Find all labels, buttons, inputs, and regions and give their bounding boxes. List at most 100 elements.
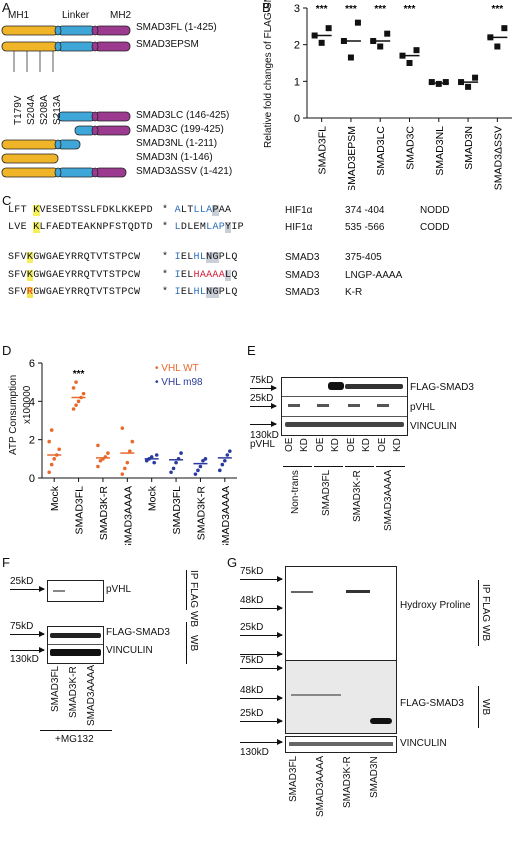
data-point — [71, 407, 76, 411]
domain-segment — [57, 111, 96, 122]
sequence-prefix: LVE — [8, 222, 34, 233]
y-tick-label: 3 — [294, 3, 300, 15]
lane-label: KD — [330, 438, 341, 452]
motif-segment: IP — [231, 222, 244, 233]
construct-label-lc: SMAD3LC (146-425) — [136, 110, 230, 121]
y-tick-label: 6 — [29, 358, 35, 370]
data-point — [201, 458, 205, 463]
data-point — [47, 439, 51, 444]
motif-segment: DLEM — [180, 222, 207, 233]
domain-segment — [94, 125, 131, 136]
motif-segment: HL — [193, 252, 207, 263]
data-point — [171, 466, 176, 471]
arrow — [240, 718, 283, 724]
domain-junction — [91, 25, 99, 36]
domain-junction — [91, 111, 99, 122]
sequence-prefix: SFV — [8, 270, 27, 281]
x-tick-label: SMAD3FL — [74, 486, 86, 535]
highlighted-residue: R — [26, 287, 34, 298]
data-point — [125, 460, 130, 465]
marker-25kd: 25kD — [240, 708, 264, 719]
ip-flag-wb-label: IP FLAG WB — [188, 570, 199, 628]
data-point — [169, 470, 173, 475]
marker-48kd: 48kD — [240, 685, 264, 696]
domain-segment — [1, 25, 59, 36]
x-tick-label: SMAD3K-R — [195, 486, 207, 541]
mutation-s204a: S204A — [26, 94, 37, 125]
data-point — [193, 472, 198, 476]
lane-label: OE — [377, 438, 388, 453]
data-point — [472, 74, 479, 81]
lane-label: OE — [346, 438, 357, 453]
panel-label-e: E — [247, 343, 256, 358]
sequence-body: VESEDTSSLFDKLKKEPD — [39, 205, 153, 216]
significance-label: *** — [404, 4, 416, 15]
significance-label: *** — [345, 4, 357, 15]
band-pvhl — [377, 404, 389, 407]
significance-label: *** — [492, 4, 504, 15]
y-tick-label: 4 — [29, 396, 35, 408]
significance-label: *** — [374, 4, 386, 15]
domain-label-linker: Linker — [62, 10, 90, 21]
motif-segment: Y — [225, 222, 232, 233]
data-point — [123, 466, 127, 471]
motif-segment: LLA — [193, 205, 213, 216]
domain-label-mh2: MH2 — [110, 10, 132, 21]
panel-d-yunit: x100000 — [22, 385, 33, 425]
band-vinculin — [289, 742, 393, 746]
sequence-row: LFT KVESEDTSSLFDKLKKEPD — [8, 205, 153, 216]
arrow — [10, 647, 45, 653]
y-tick-label: 2 — [29, 435, 35, 447]
star-marker: * — [162, 270, 175, 281]
domain-segment — [57, 167, 96, 178]
domain-junction — [54, 167, 62, 178]
sequence-prefix: SFV — [8, 252, 27, 263]
motif-segment: I — [174, 252, 181, 263]
data-point — [149, 455, 154, 459]
domain-segment — [94, 41, 131, 52]
residue-range: 535 -566 — [345, 222, 385, 233]
panel-b-ylabel: Relative fold changes of FLAG-SMAD3 in K… — [263, 0, 274, 148]
x-tick-label: SMAD3NL — [434, 126, 446, 176]
sequence-row: SFVRGWGAEYRRQTVTSTPCW — [8, 287, 140, 298]
motif-segment: HAAAA — [193, 270, 226, 281]
blot-g-wb — [285, 660, 397, 734]
motif-segment: EL — [180, 252, 194, 263]
arrow — [240, 632, 283, 638]
blot-f-ip — [47, 580, 104, 602]
wb-label: WB — [480, 698, 491, 716]
domain-segment — [1, 153, 59, 164]
data-point — [494, 43, 501, 50]
group-label: SMAD3K-R — [352, 470, 363, 522]
motif: * IELHLNGPLQ — [162, 287, 238, 298]
marker-130kd: 130kD — [250, 430, 279, 441]
arrow — [250, 421, 277, 427]
domain-name: CODD — [420, 222, 450, 233]
lane-label: SMAD3K-R — [68, 666, 79, 718]
x-tick-label: SMAD3AAAA — [220, 486, 232, 545]
marker-48kd: 48kD — [240, 595, 264, 606]
domain-junction — [54, 41, 62, 52]
construct-label-nl: SMAD3NL (1-211) — [136, 138, 218, 149]
lane-label: SMAD3AAAA — [315, 756, 326, 818]
motif-segment: I — [174, 287, 181, 298]
data-point — [76, 399, 81, 404]
panel-b-chart: 0 1 2 3 SMAD3FL SMAD3EPSM SMAD3LC SMAD3C SMAD3NL… — [294, 3, 512, 190]
band-vinculin — [50, 649, 101, 656]
arrow — [240, 576, 283, 582]
data-point — [47, 470, 51, 475]
wb-label: WB — [188, 634, 199, 652]
x-tick-label: SMAD3K-R — [98, 486, 110, 541]
arrow — [10, 586, 45, 592]
blot-e — [281, 377, 408, 436]
legend-vhl-wt-label: VHL WT — [161, 363, 199, 374]
band-label-pvhl: pVHL — [410, 402, 436, 413]
domain-segment — [94, 111, 131, 122]
highlighted-residue: K — [26, 270, 34, 281]
domain-segment — [57, 25, 96, 36]
data-point — [49, 462, 54, 467]
data-point — [406, 60, 413, 66]
data-point — [198, 464, 203, 469]
band-flag-smad3 — [291, 694, 341, 696]
construct-label-c: SMAD3C (199-425) — [136, 124, 224, 135]
